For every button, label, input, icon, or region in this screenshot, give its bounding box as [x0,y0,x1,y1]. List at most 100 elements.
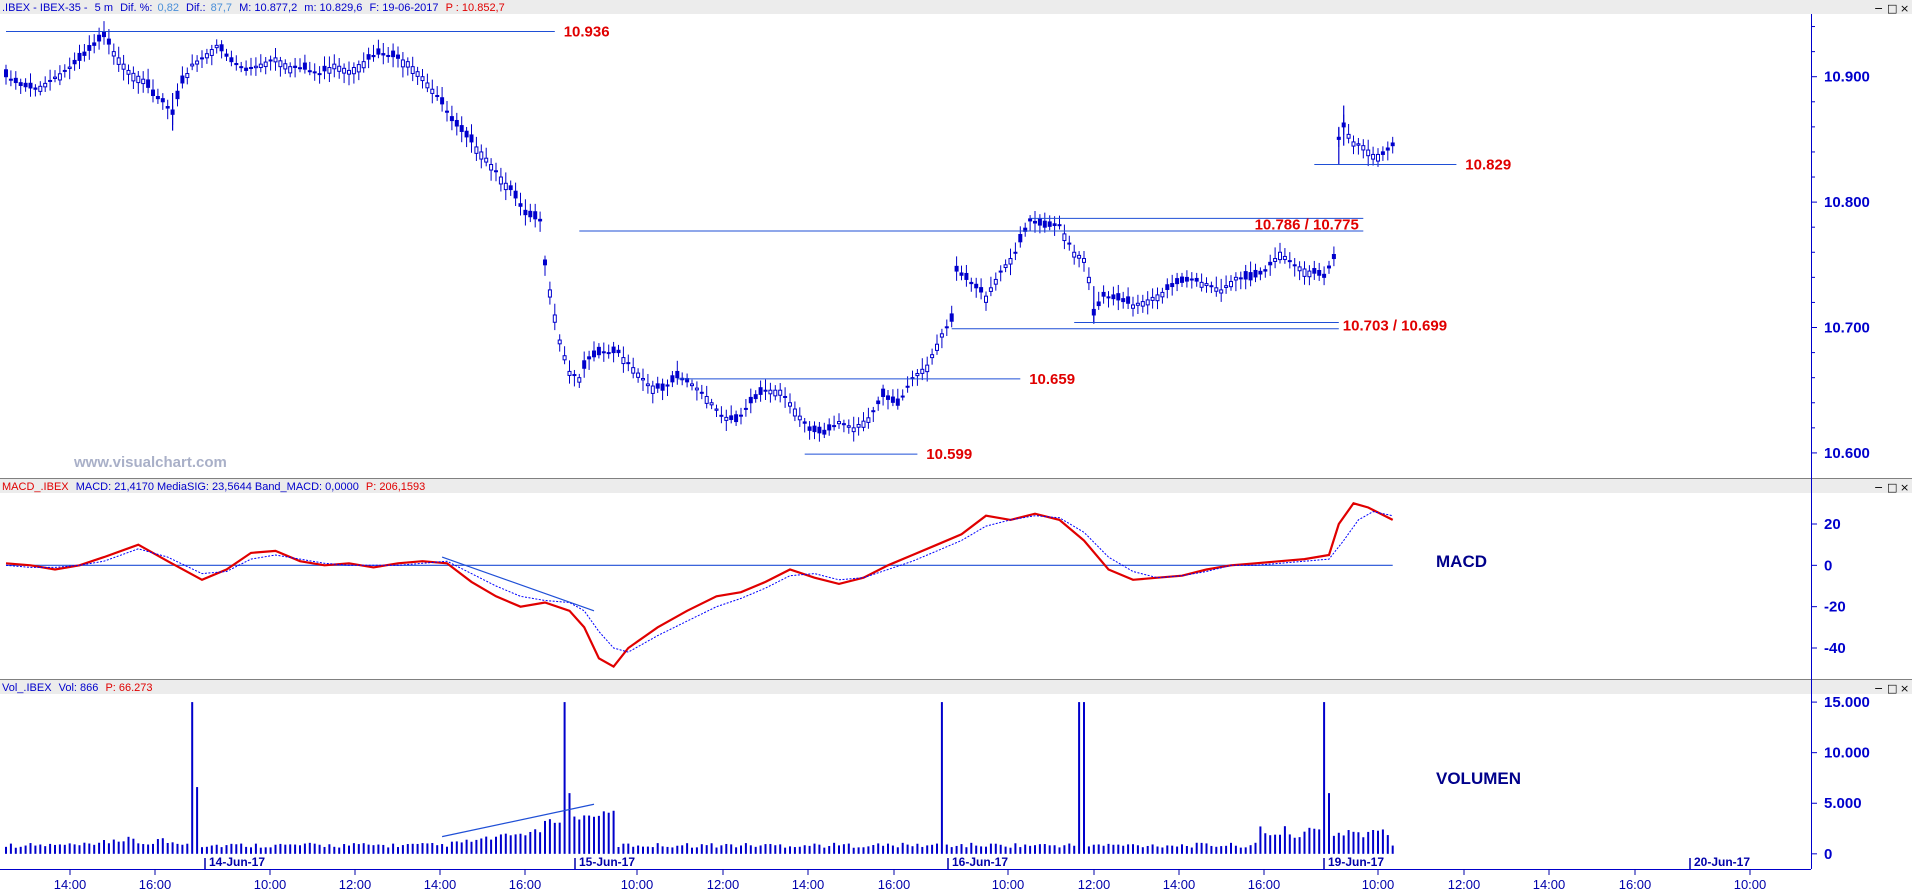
price-candle [204,53,209,59]
price-candle [273,57,278,63]
price-candle [239,66,244,69]
maximize-icon[interactable]: □ [1887,2,1897,15]
volume-pane [5,702,1394,854]
price-level-label: 10.659 [1029,371,1075,388]
price-candle [949,313,954,322]
volume-bar [1372,830,1375,854]
price-candle [425,82,430,89]
volume-bar [857,847,860,854]
window-controls[interactable]: − □ ×− □ ×− □ × [1874,2,1909,695]
time-axis-label: 16:00 [139,877,172,892]
volume-bar [294,844,297,854]
date-axis-label: 14-Jun-17 [209,855,265,869]
volume-bar [950,847,953,854]
price-candle [337,65,342,72]
volume-bar [676,845,679,854]
volume-bar [186,843,189,854]
price-candle [1057,224,1062,227]
price-pane [4,21,1395,442]
time-axis-label: 16:00 [509,877,542,892]
price-candle [4,69,8,78]
time-axis-label: 14:00 [1533,877,1566,892]
volume-bar [622,843,625,854]
volume-bar [446,846,448,854]
volume-bar [127,836,130,854]
volume-bar [534,829,537,854]
volume-bar [166,842,169,854]
volume-bar [1293,837,1296,854]
price-candle [1282,255,1287,260]
time-axis-label: 16:00 [1248,877,1281,892]
volume-bar [372,845,375,854]
volume-bar [230,843,233,854]
price-candle [1047,221,1052,227]
volume-axis-tick-label: 10.000 [1824,745,1870,762]
price-candle [837,421,841,425]
price-candle [400,59,405,68]
volume-bar [627,843,630,854]
volume-bar [1092,844,1095,854]
volume-bar [1146,845,1149,854]
price-candle [415,71,420,77]
maximize-icon[interactable]: □ [1887,682,1897,695]
minimize-icon[interactable]: − [1874,481,1883,494]
time-axis-label: 12:00 [1448,877,1481,892]
close-icon[interactable]: × [1900,2,1909,15]
price-candle [626,362,631,365]
volume-bar [548,819,551,854]
volume-bar [789,846,791,854]
volume-bar [83,842,86,854]
price-candle [1385,147,1390,151]
volume-bar [333,846,336,854]
volume-bar [999,844,1002,854]
volume-bar [1117,844,1120,854]
volume-bar [593,816,595,854]
volume-bar [1283,826,1286,854]
volume-bar [107,843,110,854]
macd-axis-tick-label: 0 [1824,557,1832,574]
price-candle [871,410,876,413]
time-axis-label: 10:00 [992,877,1025,892]
volume-bar [686,843,689,854]
volume-bar [132,838,135,854]
minimize-icon[interactable]: − [1874,2,1883,15]
minimize-icon[interactable]: − [1874,682,1883,695]
price-candle [709,402,714,406]
volume-bar [632,846,635,854]
time-axis: 14:00 16:00 10:00 12:00 14:00 16:00 10:00 12:00… [54,855,1767,892]
volume-bar [936,843,938,854]
volume-bar [14,847,17,854]
maximize-icon[interactable]: □ [1887,481,1897,494]
price-candle [1189,278,1194,281]
price-candle [342,67,347,74]
price-candle [724,416,729,421]
volume-bar [1019,847,1022,854]
price-candle [939,333,944,338]
price-candle [258,63,263,69]
price-candle [102,31,106,38]
price-candle [1003,264,1008,269]
price-candle [827,424,832,431]
volume-bar [980,846,983,854]
volume-bar [568,793,571,854]
price-header-text: .IBEX - IBEX-35 - 5 m Dif. %: 0,82 Dif.:… [2,2,505,14]
volume-bar [1029,845,1032,854]
price-candle [371,54,376,58]
volume-bar [1249,845,1252,854]
close-icon[interactable]: × [1900,682,1909,695]
volume-bar [117,841,120,854]
price-candle [714,408,719,411]
price-candle [792,408,797,417]
volume-bar [274,844,277,854]
price-candle [665,384,670,387]
price-candle [293,65,298,69]
volume-bar [1166,845,1169,854]
price-candle [249,66,253,69]
price-candle [895,398,900,406]
volume-bar [1024,844,1027,854]
volume-bar [362,843,365,854]
close-icon[interactable]: × [1900,481,1909,494]
volume-bar [519,833,522,854]
volume-bar [764,844,767,854]
price-candle [587,356,592,360]
